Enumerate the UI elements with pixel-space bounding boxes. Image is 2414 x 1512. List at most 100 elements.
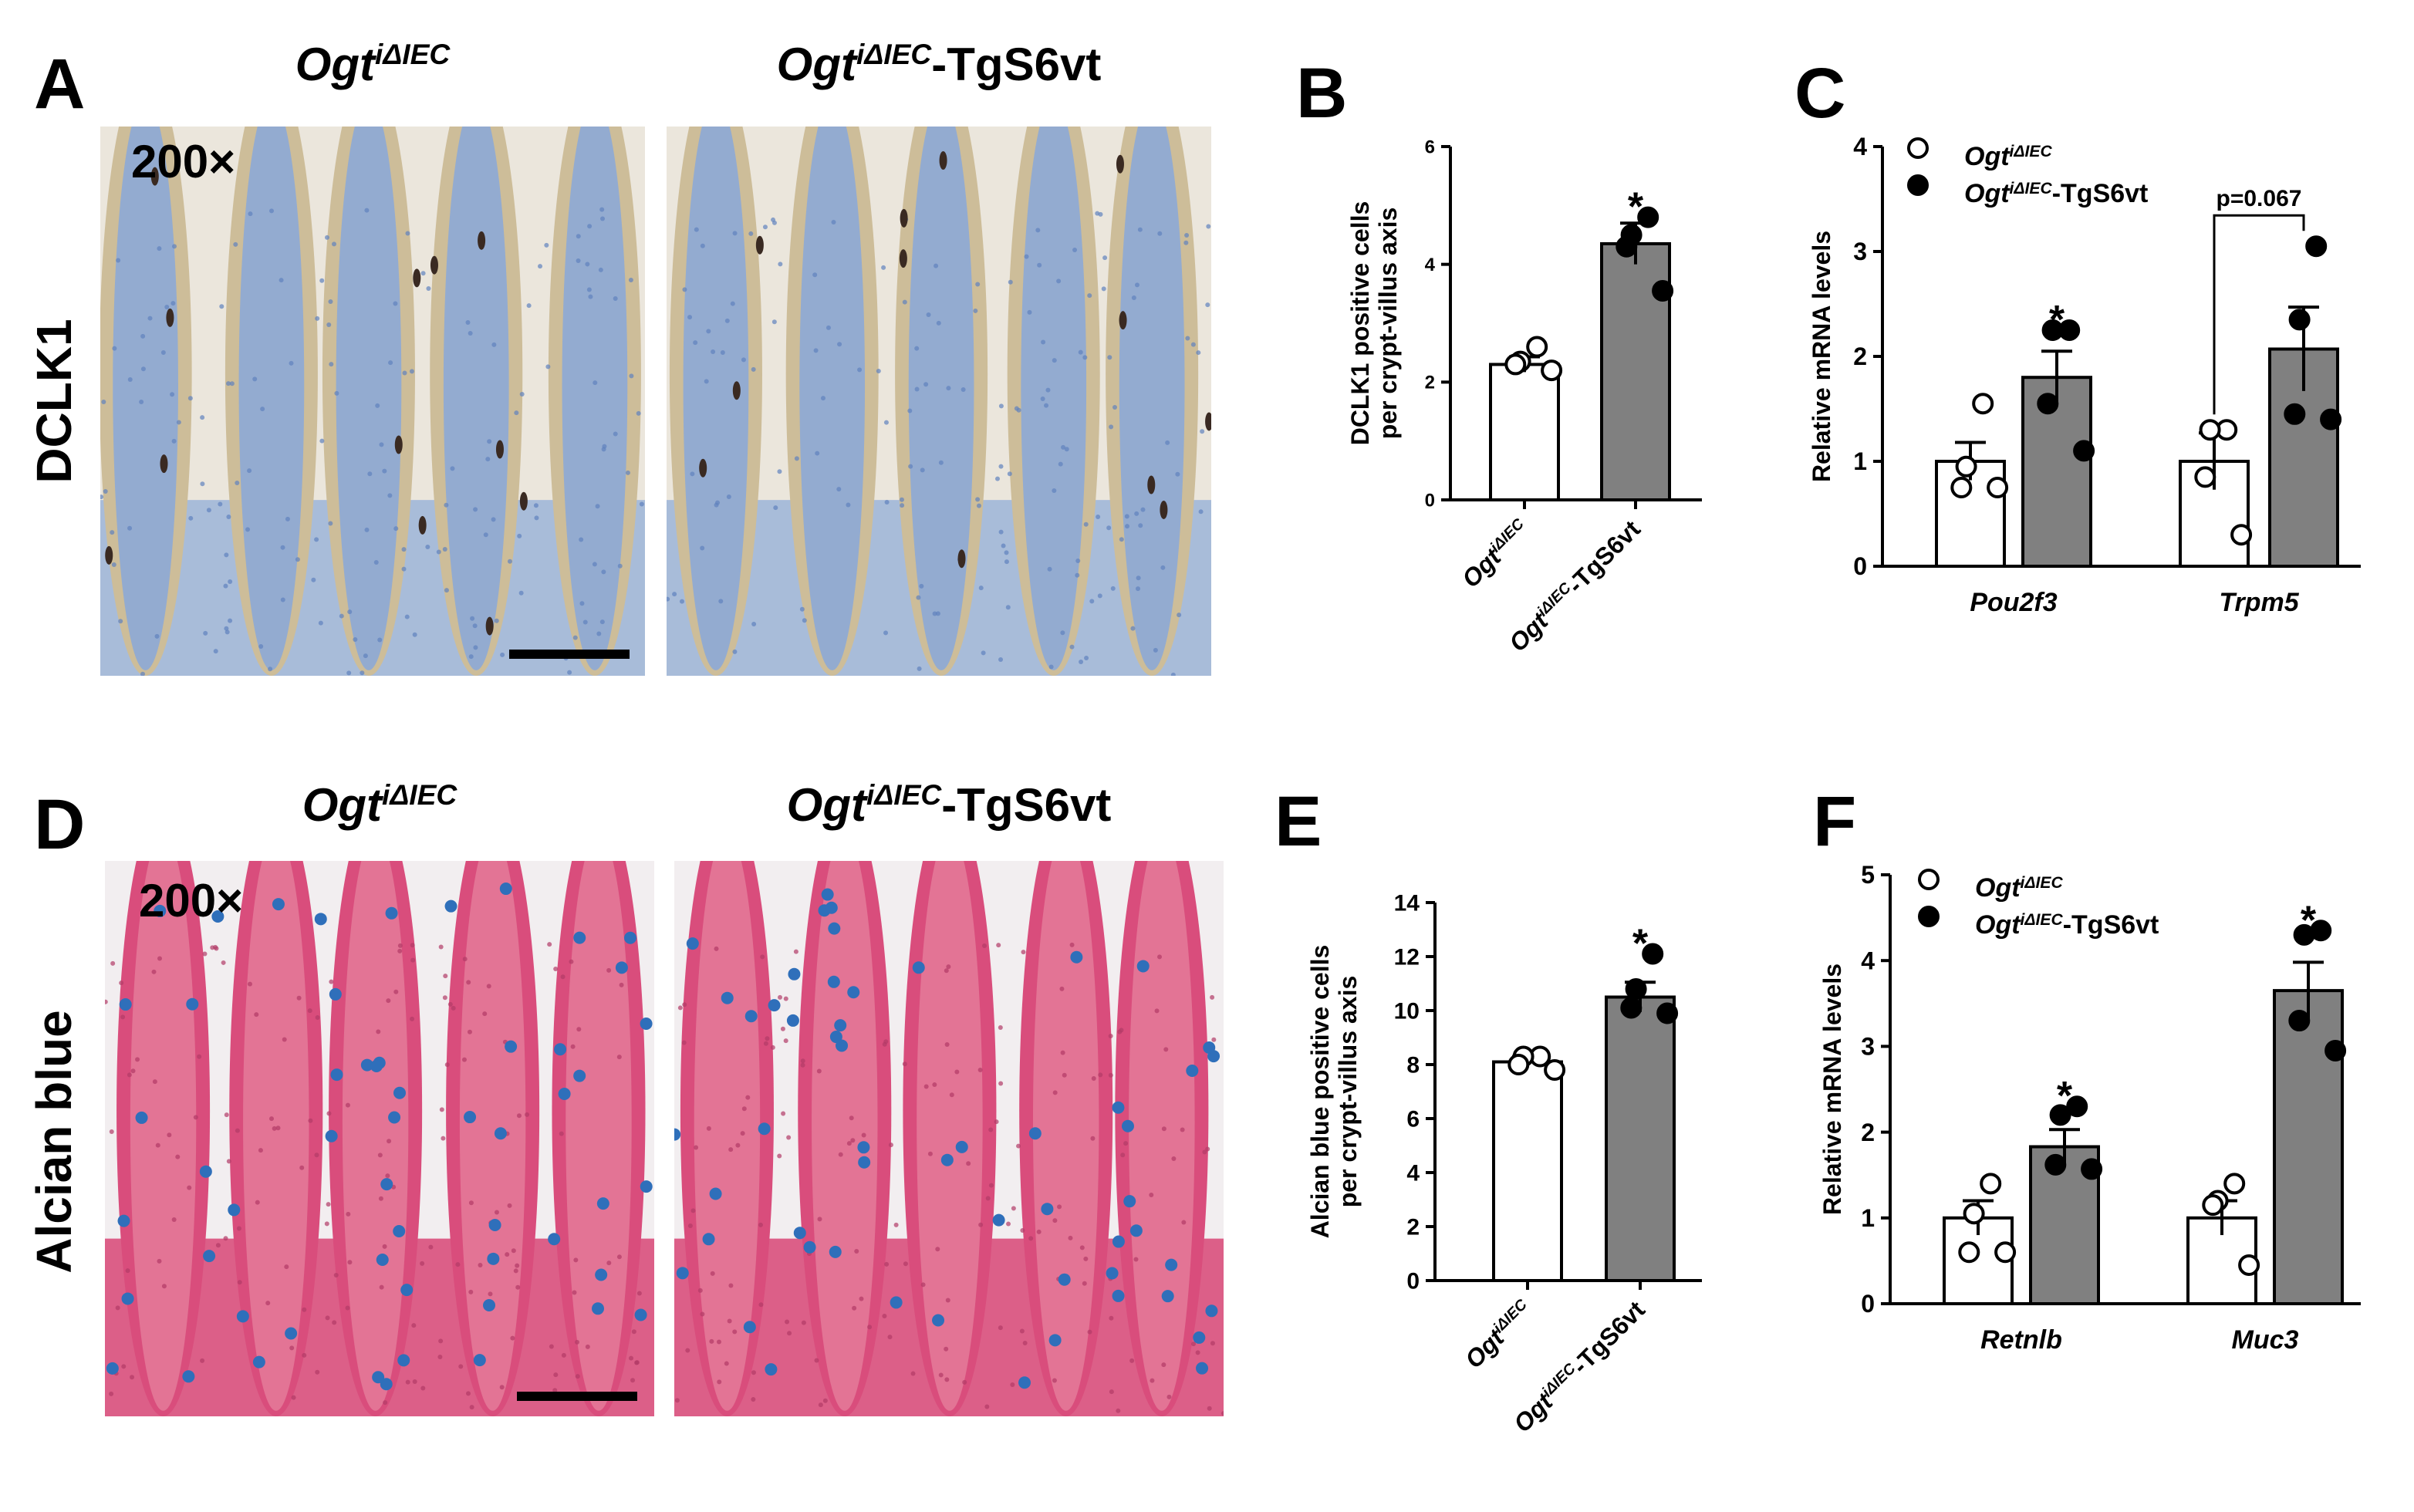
nucleus [923, 382, 929, 387]
x-tick-label: OgtiΔIEC-TgS6vt [1504, 515, 1646, 656]
nucleus [109, 1129, 114, 1134]
nucleus [634, 1360, 640, 1365]
nucleus [1191, 1342, 1197, 1347]
nucleus [1052, 488, 1057, 493]
legend-marker [1918, 906, 1940, 927]
data-point [1620, 997, 1643, 1019]
nucleus [917, 666, 922, 671]
nucleus [1035, 228, 1041, 233]
nucleus [1211, 1037, 1217, 1042]
nucleus [289, 360, 294, 366]
nucleus [1109, 424, 1114, 430]
nucleus [382, 468, 387, 474]
villus-core [1119, 127, 1185, 670]
nucleus [197, 1054, 202, 1059]
goblet-cell [372, 1371, 385, 1384]
nucleus [200, 415, 205, 420]
nucleus [1102, 255, 1108, 261]
goblet-cell [314, 913, 327, 926]
y-tick-label: 6 [1425, 137, 1435, 157]
goblet-cell [236, 1310, 249, 1323]
goblet-cell [499, 883, 512, 896]
nucleus [314, 537, 319, 542]
data-point [1972, 393, 1994, 415]
nucleus [447, 1001, 453, 1007]
nucleus [1062, 1072, 1067, 1078]
nucleus [219, 304, 225, 309]
nucleus [1190, 342, 1196, 347]
nucleus [687, 1223, 693, 1228]
goblet-cell [592, 1302, 605, 1315]
nucleus [478, 1262, 483, 1267]
nucleus [157, 956, 163, 961]
nucleus [910, 1371, 916, 1376]
nucleus [617, 563, 623, 569]
data-point [2049, 1104, 2071, 1126]
nucleus [1106, 525, 1112, 531]
nucleus [308, 1118, 313, 1123]
nucleus [619, 982, 624, 987]
nucleus [326, 1202, 331, 1207]
legend-label: OgtiΔIEC [1964, 142, 2052, 171]
villus-core [130, 861, 197, 1411]
goblet-cell [758, 1122, 771, 1136]
nucleus [720, 350, 725, 356]
nucleus [388, 360, 393, 366]
nucleus [332, 1320, 337, 1325]
y-tick-label: 6 [1406, 1107, 1420, 1132]
y-tick-label: 0 [1853, 552, 1867, 580]
tuft-cell [166, 308, 174, 327]
nucleus [883, 630, 889, 636]
nucleus [606, 967, 612, 973]
nucleus [592, 562, 597, 567]
nucleus [333, 1272, 339, 1277]
goblet-cell [803, 1240, 816, 1254]
nucleus [110, 530, 115, 535]
nucleus [245, 527, 251, 532]
y-tick-label: 0 [1406, 1269, 1420, 1294]
data-point [2305, 235, 2328, 258]
nucleus [275, 1126, 281, 1131]
tuft-cell [699, 458, 707, 478]
data-point [2199, 419, 2221, 441]
nucleus [1075, 559, 1081, 564]
nucleus [444, 588, 449, 593]
legend-marker [1907, 174, 1929, 196]
nucleus [732, 231, 738, 236]
x-tick-label: Retnlb [1980, 1325, 2062, 1355]
nucleus [101, 400, 106, 405]
nucleus [709, 1338, 714, 1344]
nucleus [998, 656, 1004, 662]
nucleus [800, 1062, 805, 1068]
nucleus [1005, 605, 1011, 610]
nucleus [1116, 1408, 1121, 1413]
nucleus [710, 1271, 715, 1276]
goblet-cell [765, 1363, 778, 1376]
nucleus [1004, 550, 1009, 555]
nucleus [786, 1135, 792, 1140]
goblet-cell [955, 1140, 968, 1153]
nucleus [176, 420, 181, 425]
nucleus [694, 227, 699, 232]
nucleus [978, 1222, 984, 1227]
nucleus [364, 527, 370, 532]
nucleus [401, 566, 407, 572]
nucleus [469, 1405, 474, 1410]
nucleus [525, 1112, 530, 1117]
nucleus [572, 1290, 577, 1295]
nucleus [1083, 1256, 1089, 1261]
nucleus [1014, 406, 1019, 411]
nucleus [1069, 644, 1075, 650]
data-point [1541, 359, 1563, 382]
nucleus [237, 1280, 242, 1285]
goblet-cell [119, 998, 132, 1011]
tuft-cell [1119, 311, 1127, 330]
panel-label: F [1813, 782, 1856, 861]
nucleus [732, 649, 738, 654]
nucleus [1112, 404, 1118, 410]
nucleus [852, 1305, 857, 1311]
nucleus [393, 301, 398, 306]
nucleus [472, 623, 478, 629]
nucleus [740, 1131, 745, 1136]
micrograph [674, 861, 1224, 1416]
